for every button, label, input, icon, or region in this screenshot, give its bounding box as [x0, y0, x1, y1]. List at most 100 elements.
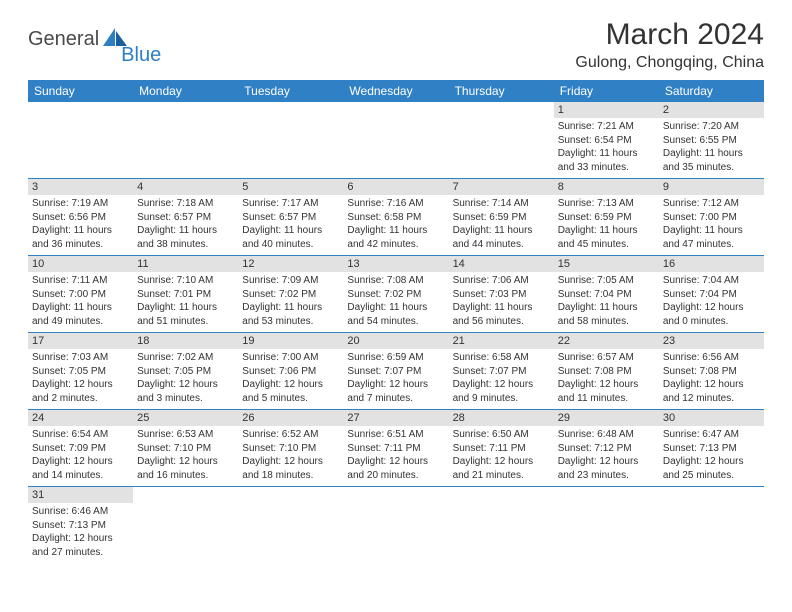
- day-data: Sunrise: 7:02 AMSunset: 7:05 PMDaylight:…: [133, 349, 238, 409]
- title-block: March 2024 Gulong, Chongqing, China: [575, 18, 764, 72]
- calendar-cell: 9Sunrise: 7:12 AMSunset: 7:00 PMDaylight…: [659, 179, 764, 256]
- calendar-cell: [238, 102, 343, 179]
- calendar-cell: 1Sunrise: 7:21 AMSunset: 6:54 PMDaylight…: [554, 102, 659, 179]
- day-number: 15: [554, 256, 659, 272]
- calendar-cell: [343, 102, 448, 179]
- day-number: 9: [659, 179, 764, 195]
- calendar-cell: 12Sunrise: 7:09 AMSunset: 7:02 PMDayligh…: [238, 256, 343, 333]
- day-number: 16: [659, 256, 764, 272]
- day-data: Sunrise: 6:59 AMSunset: 7:07 PMDaylight:…: [343, 349, 448, 409]
- calendar-cell: 17Sunrise: 7:03 AMSunset: 7:05 PMDayligh…: [28, 333, 133, 410]
- calendar-body: 1Sunrise: 7:21 AMSunset: 6:54 PMDaylight…: [28, 102, 764, 563]
- weekday-header: Sunday: [28, 80, 133, 102]
- day-number: 11: [133, 256, 238, 272]
- day-data: Sunrise: 6:54 AMSunset: 7:09 PMDaylight:…: [28, 426, 133, 486]
- day-data: Sunrise: 6:57 AMSunset: 7:08 PMDaylight:…: [554, 349, 659, 409]
- weekday-header: Monday: [133, 80, 238, 102]
- calendar-cell: 14Sunrise: 7:06 AMSunset: 7:03 PMDayligh…: [449, 256, 554, 333]
- day-data: Sunrise: 6:52 AMSunset: 7:10 PMDaylight:…: [238, 426, 343, 486]
- day-data: Sunrise: 6:47 AMSunset: 7:13 PMDaylight:…: [659, 426, 764, 486]
- calendar-cell: 16Sunrise: 7:04 AMSunset: 7:04 PMDayligh…: [659, 256, 764, 333]
- day-number: 27: [343, 410, 448, 426]
- day-data: Sunrise: 6:46 AMSunset: 7:13 PMDaylight:…: [28, 503, 133, 563]
- calendar-cell: 18Sunrise: 7:02 AMSunset: 7:05 PMDayligh…: [133, 333, 238, 410]
- calendar-table: SundayMondayTuesdayWednesdayThursdayFrid…: [28, 80, 764, 563]
- day-data: Sunrise: 6:48 AMSunset: 7:12 PMDaylight:…: [554, 426, 659, 486]
- day-data: Sunrise: 6:58 AMSunset: 7:07 PMDaylight:…: [449, 349, 554, 409]
- day-data: Sunrise: 7:10 AMSunset: 7:01 PMDaylight:…: [133, 272, 238, 332]
- day-data: Sunrise: 7:09 AMSunset: 7:02 PMDaylight:…: [238, 272, 343, 332]
- day-number: 12: [238, 256, 343, 272]
- calendar-cell: 5Sunrise: 7:17 AMSunset: 6:57 PMDaylight…: [238, 179, 343, 256]
- calendar-cell: 20Sunrise: 6:59 AMSunset: 7:07 PMDayligh…: [343, 333, 448, 410]
- calendar-cell: 8Sunrise: 7:13 AMSunset: 6:59 PMDaylight…: [554, 179, 659, 256]
- day-number: 28: [449, 410, 554, 426]
- calendar-cell: 26Sunrise: 6:52 AMSunset: 7:10 PMDayligh…: [238, 410, 343, 487]
- calendar-cell: 29Sunrise: 6:48 AMSunset: 7:12 PMDayligh…: [554, 410, 659, 487]
- day-data: Sunrise: 7:04 AMSunset: 7:04 PMDaylight:…: [659, 272, 764, 332]
- day-number: 6: [343, 179, 448, 195]
- calendar-cell: [449, 102, 554, 179]
- calendar-row: 17Sunrise: 7:03 AMSunset: 7:05 PMDayligh…: [28, 333, 764, 410]
- day-number: 31: [28, 487, 133, 503]
- calendar-row: 31Sunrise: 6:46 AMSunset: 7:13 PMDayligh…: [28, 487, 764, 564]
- day-number: 4: [133, 179, 238, 195]
- day-data: Sunrise: 7:11 AMSunset: 7:00 PMDaylight:…: [28, 272, 133, 332]
- calendar-row: 3Sunrise: 7:19 AMSunset: 6:56 PMDaylight…: [28, 179, 764, 256]
- day-data: Sunrise: 7:17 AMSunset: 6:57 PMDaylight:…: [238, 195, 343, 255]
- calendar-cell: [238, 487, 343, 564]
- location-label: Gulong, Chongqing, China: [575, 54, 764, 72]
- calendar-cell: 24Sunrise: 6:54 AMSunset: 7:09 PMDayligh…: [28, 410, 133, 487]
- calendar-row: 24Sunrise: 6:54 AMSunset: 7:09 PMDayligh…: [28, 410, 764, 487]
- day-number: 7: [449, 179, 554, 195]
- calendar-row: 10Sunrise: 7:11 AMSunset: 7:00 PMDayligh…: [28, 256, 764, 333]
- calendar-cell: 21Sunrise: 6:58 AMSunset: 7:07 PMDayligh…: [449, 333, 554, 410]
- calendar-cell: 15Sunrise: 7:05 AMSunset: 7:04 PMDayligh…: [554, 256, 659, 333]
- day-number: 10: [28, 256, 133, 272]
- day-data: Sunrise: 7:14 AMSunset: 6:59 PMDaylight:…: [449, 195, 554, 255]
- day-number: 18: [133, 333, 238, 349]
- day-data: Sunrise: 7:16 AMSunset: 6:58 PMDaylight:…: [343, 195, 448, 255]
- day-number: 3: [28, 179, 133, 195]
- day-data: Sunrise: 7:19 AMSunset: 6:56 PMDaylight:…: [28, 195, 133, 255]
- calendar-cell: 19Sunrise: 7:00 AMSunset: 7:06 PMDayligh…: [238, 333, 343, 410]
- day-data: Sunrise: 7:20 AMSunset: 6:55 PMDaylight:…: [659, 118, 764, 178]
- calendar-cell: 23Sunrise: 6:56 AMSunset: 7:08 PMDayligh…: [659, 333, 764, 410]
- weekday-header: Tuesday: [238, 80, 343, 102]
- logo: General Blue: [28, 26, 171, 53]
- weekday-header: Thursday: [449, 80, 554, 102]
- calendar-cell: 10Sunrise: 7:11 AMSunset: 7:00 PMDayligh…: [28, 256, 133, 333]
- logo-word2: Blue: [121, 44, 161, 67]
- calendar-cell: 25Sunrise: 6:53 AMSunset: 7:10 PMDayligh…: [133, 410, 238, 487]
- calendar-row: 1Sunrise: 7:21 AMSunset: 6:54 PMDaylight…: [28, 102, 764, 179]
- day-data: Sunrise: 6:56 AMSunset: 7:08 PMDaylight:…: [659, 349, 764, 409]
- day-data: Sunrise: 7:18 AMSunset: 6:57 PMDaylight:…: [133, 195, 238, 255]
- day-number: 14: [449, 256, 554, 272]
- logo-word1: General: [28, 28, 99, 51]
- calendar-cell: [133, 102, 238, 179]
- day-number: 25: [133, 410, 238, 426]
- weekday-header-row: SundayMondayTuesdayWednesdayThursdayFrid…: [28, 80, 764, 102]
- header: General Blue March 2024 Gulong, Chongqin…: [28, 18, 764, 72]
- day-data: Sunrise: 7:13 AMSunset: 6:59 PMDaylight:…: [554, 195, 659, 255]
- day-number: 22: [554, 333, 659, 349]
- day-data: Sunrise: 6:50 AMSunset: 7:11 PMDaylight:…: [449, 426, 554, 486]
- calendar-cell: 28Sunrise: 6:50 AMSunset: 7:11 PMDayligh…: [449, 410, 554, 487]
- calendar-cell: [28, 102, 133, 179]
- day-number: 23: [659, 333, 764, 349]
- calendar-cell: 2Sunrise: 7:20 AMSunset: 6:55 PMDaylight…: [659, 102, 764, 179]
- day-number: 20: [343, 333, 448, 349]
- day-number: 2: [659, 102, 764, 118]
- day-number: 17: [28, 333, 133, 349]
- day-data: Sunrise: 7:12 AMSunset: 7:00 PMDaylight:…: [659, 195, 764, 255]
- calendar-cell: 30Sunrise: 6:47 AMSunset: 7:13 PMDayligh…: [659, 410, 764, 487]
- day-number: 8: [554, 179, 659, 195]
- day-data: Sunrise: 7:08 AMSunset: 7:02 PMDaylight:…: [343, 272, 448, 332]
- calendar-cell: 4Sunrise: 7:18 AMSunset: 6:57 PMDaylight…: [133, 179, 238, 256]
- calendar-cell: [343, 487, 448, 564]
- day-number: 24: [28, 410, 133, 426]
- day-data: Sunrise: 7:21 AMSunset: 6:54 PMDaylight:…: [554, 118, 659, 178]
- calendar-cell: 11Sunrise: 7:10 AMSunset: 7:01 PMDayligh…: [133, 256, 238, 333]
- day-data: Sunrise: 7:03 AMSunset: 7:05 PMDaylight:…: [28, 349, 133, 409]
- calendar-cell: 27Sunrise: 6:51 AMSunset: 7:11 PMDayligh…: [343, 410, 448, 487]
